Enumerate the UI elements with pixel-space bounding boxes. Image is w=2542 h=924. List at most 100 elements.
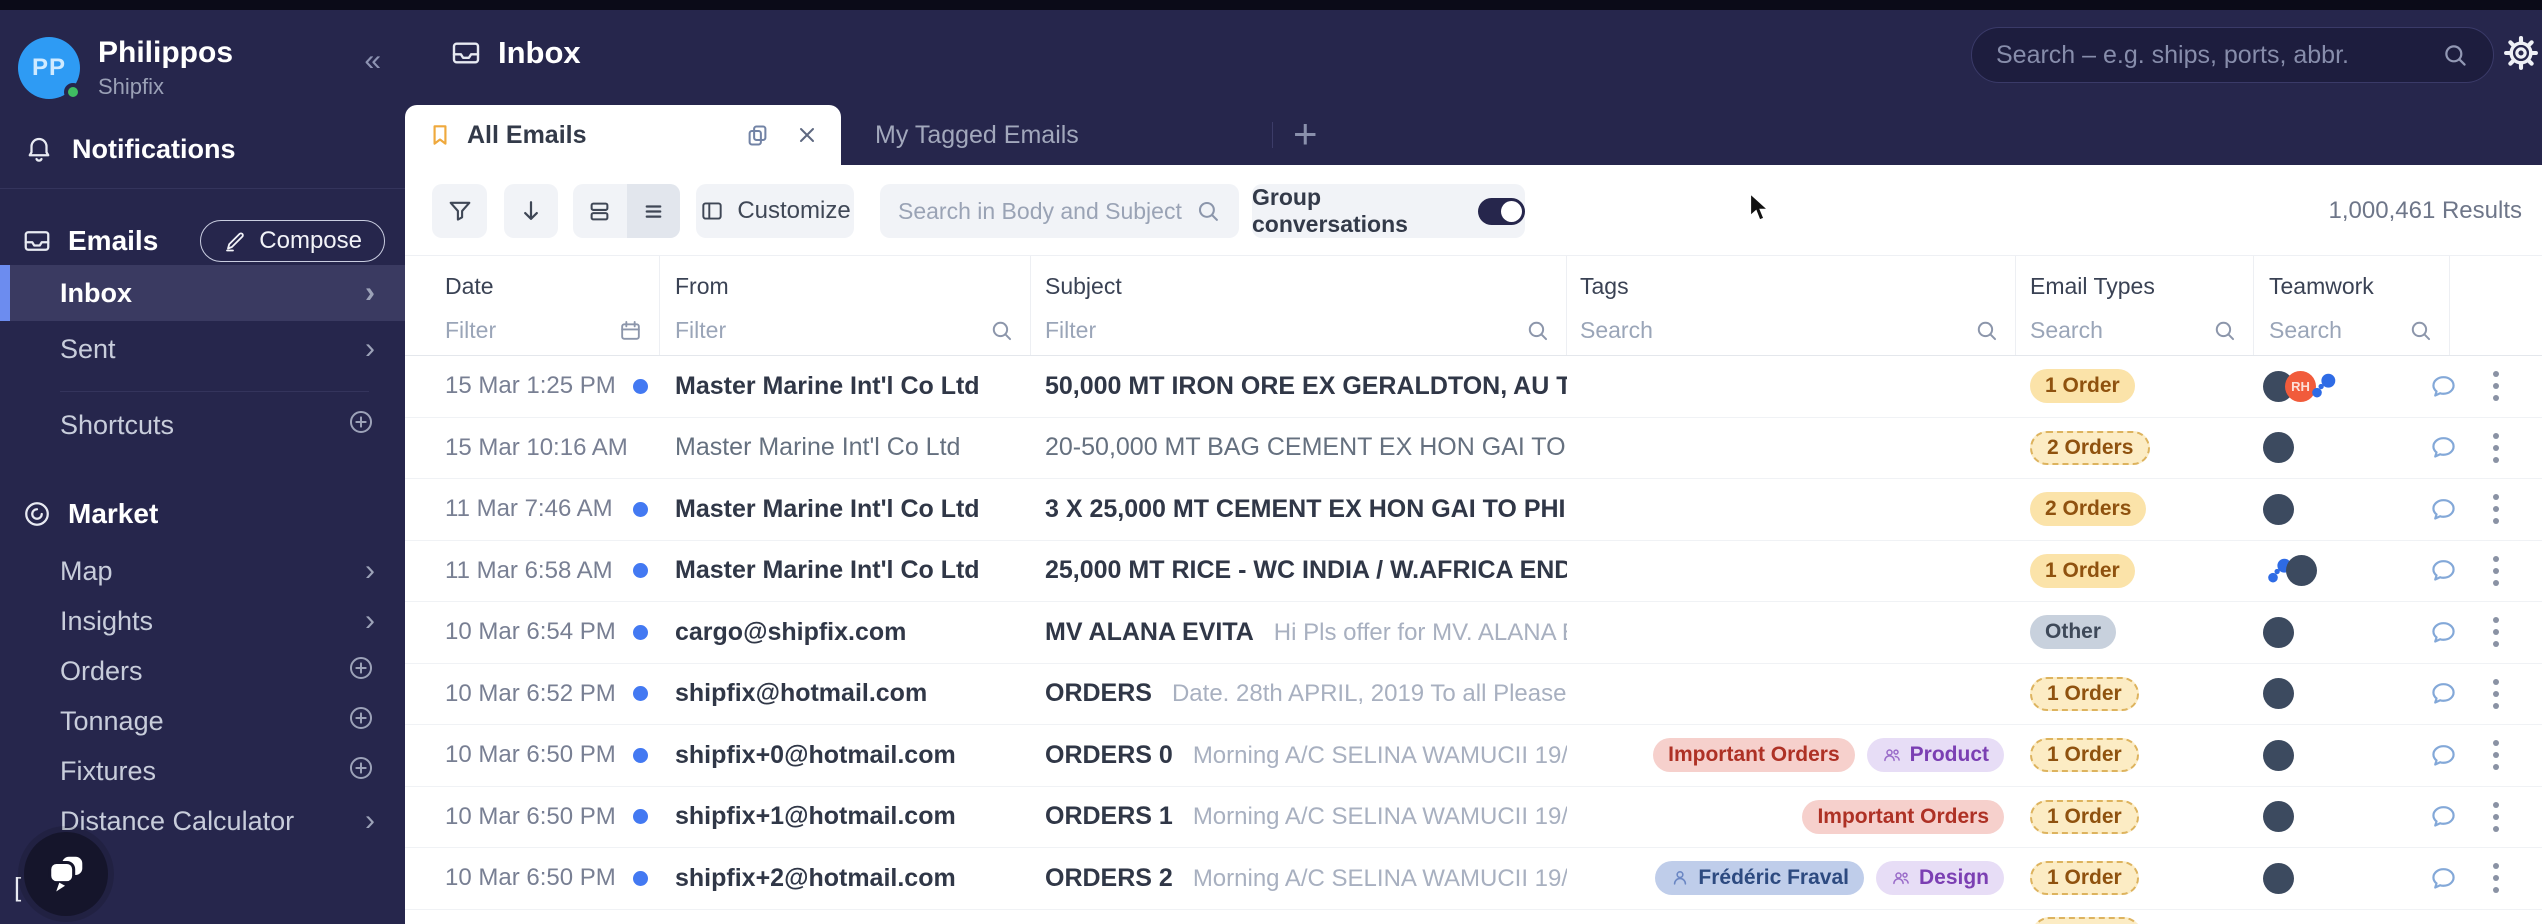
sidebar-item-shortcuts[interactable]: Shortcuts [0, 400, 405, 450]
tag-chip[interactable]: Important Orders [1802, 799, 2004, 834]
sidebar-item-notifications[interactable]: Notifications [0, 126, 405, 172]
tab-my-tagged-emails[interactable]: My Tagged Emails [875, 120, 1079, 149]
comment-bubble-button[interactable] [2428, 801, 2459, 832]
comment-bubble-button[interactable] [2428, 863, 2459, 894]
comment-bubble-button[interactable] [2428, 494, 2459, 525]
email-row[interactable]: 10 Mar 6:50 PM shipfix+0@hotmail.com ORD… [405, 725, 2542, 787]
plus-circle-icon[interactable] [347, 654, 375, 688]
global-search-input[interactable] [1996, 40, 2441, 70]
tag-chip[interactable]: Product [1866, 738, 2004, 773]
row-kebab-menu[interactable] [2483, 427, 2509, 469]
sidebar-item-map[interactable]: Map › [60, 554, 375, 587]
row-kebab-menu[interactable] [2483, 488, 2509, 530]
sidebar-item-distance-calculator[interactable]: Distance Calculator › [60, 804, 375, 837]
row-kebab-menu[interactable] [2483, 857, 2509, 899]
email-type-chip[interactable]: 2 Orders [2030, 492, 2147, 527]
row-kebab-menu[interactable] [2483, 673, 2509, 715]
email-type-chip[interactable]: 1 Order [2030, 861, 2139, 896]
email-type-chip[interactable]: 1 Order [2030, 676, 2139, 711]
filter-button[interactable] [432, 184, 487, 238]
column-header-teamwork[interactable]: Teamwork [2254, 256, 2450, 306]
email-row[interactable]: 11 Mar 6:58 AM Master Marine Int'l Co Lt… [405, 541, 2542, 602]
row-kebab-menu[interactable] [2483, 734, 2509, 776]
tag-chip[interactable]: Design [1875, 861, 2004, 896]
teamwork-avatar[interactable] [2263, 493, 2294, 525]
global-search[interactable] [1971, 27, 2494, 83]
email-row[interactable]: 11 Mar 7:46 AM Master Marine Int'l Co Lt… [405, 479, 2542, 541]
column-header-from[interactable]: From [660, 256, 1031, 306]
date-filter-input[interactable] [445, 317, 618, 344]
plus-circle-icon[interactable] [347, 704, 375, 738]
close-tab-icon[interactable] [795, 123, 819, 147]
group-conversations-toggle[interactable] [1478, 197, 1525, 225]
comment-bubble-button[interactable] [2428, 432, 2459, 463]
chat-widget-launcher[interactable] [24, 832, 108, 916]
tag-chip[interactable]: Frédéric Fraval [1655, 861, 1864, 896]
sidebar-item-fixtures[interactable]: Fixtures [0, 746, 405, 796]
settings-gear-button[interactable] [2502, 34, 2540, 72]
plus-circle-icon[interactable] [347, 408, 375, 442]
column-header-date[interactable]: Date [405, 256, 660, 306]
email-types-search-input[interactable] [2030, 317, 2212, 344]
sidebar-item-tonnage[interactable]: Tonnage [0, 696, 405, 746]
email-row[interactable]: 15 Mar 1:25 PM Master Marine Int'l Co Lt… [405, 356, 2542, 418]
email-row[interactable]: 10 Mar 6:54 PM cargo@shipfix.com MV ALAN… [405, 602, 2542, 664]
sidebar-item-sent[interactable]: Sent › [60, 332, 375, 365]
comment-bubble-button[interactable] [2428, 371, 2459, 402]
teamwork-avatar[interactable] [2263, 616, 2294, 648]
email-row[interactable]: 15 Mar 10:16 AM Master Marine Int'l Co L… [405, 418, 2542, 479]
comment-bubble-button[interactable] [2428, 740, 2459, 771]
column-header-tags[interactable]: Tags [1567, 256, 2016, 306]
row-kebab-menu[interactable] [2483, 365, 2509, 407]
teamwork-avatar[interactable] [2263, 739, 2294, 771]
from-filter-input[interactable] [675, 317, 989, 344]
sort-button[interactable] [504, 184, 558, 238]
teamwork-avatar[interactable] [2263, 801, 2294, 833]
teamwork-avatar[interactable] [2263, 862, 2294, 894]
sidebar-item-orders[interactable]: Orders [0, 646, 405, 696]
tag-chip[interactable]: Important Orders [1653, 738, 1855, 773]
tab-all-emails[interactable]: All Emails [405, 105, 841, 165]
teamwork-avatar[interactable] [2263, 432, 2294, 464]
body-subject-search[interactable] [880, 184, 1239, 238]
email-type-chip-partial[interactable]: 1 Order [2032, 917, 2141, 924]
body-subject-search-input[interactable] [898, 197, 1195, 225]
email-type-chip[interactable]: 1 Order [2030, 738, 2139, 773]
avatar[interactable]: PP [18, 37, 82, 101]
email-type-chip[interactable]: 1 Order [2030, 369, 2135, 404]
plus-circle-icon[interactable] [347, 754, 375, 788]
customize-button[interactable]: Customize [696, 184, 854, 238]
email-type-chip[interactable]: 1 Order [2030, 553, 2135, 588]
comment-bubble-button[interactable] [2428, 617, 2459, 648]
email-type-chip[interactable]: 2 Orders [2030, 430, 2151, 465]
sidebar-item-insights[interactable]: Insights › [60, 604, 375, 637]
email-type-chip[interactable]: Other [2030, 615, 2117, 650]
row-kebab-menu[interactable] [2483, 611, 2509, 653]
email-rows: 15 Mar 1:25 PM Master Marine Int'l Co Lt… [405, 356, 2542, 910]
collapse-sidebar-icon[interactable]: « [364, 44, 381, 77]
compose-button[interactable]: Compose [200, 220, 385, 262]
teamwork-avatar[interactable] [2263, 678, 2294, 710]
comment-bubble-button[interactable] [2428, 555, 2459, 586]
row-kebab-menu[interactable] [2483, 550, 2509, 592]
email-row[interactable]: 10 Mar 6:50 PM shipfix+2@hotmail.com ORD… [405, 848, 2542, 910]
teamwork-search-input[interactable] [2269, 317, 2408, 344]
add-tab-button[interactable]: + [1293, 110, 1318, 157]
teamwork-avatar[interactable] [2286, 555, 2317, 587]
comment-bubble-icon [2428, 678, 2459, 709]
column-header-email-types[interactable]: Email Types [2016, 256, 2254, 306]
subject-filter-input[interactable] [1045, 317, 1525, 344]
sidebar-item-inbox[interactable]: Inbox › [0, 265, 405, 321]
list-view-button[interactable] [626, 184, 680, 238]
card-view-button[interactable] [573, 184, 627, 238]
teamwork-avatar-rh[interactable]: RH [2285, 370, 2316, 402]
email-row[interactable]: 10 Mar 6:52 PM shipfix@hotmail.com ORDER… [405, 664, 2542, 725]
column-header-subject[interactable]: Subject [1031, 256, 1567, 306]
comment-bubble-button[interactable] [2428, 678, 2459, 709]
email-type-chip[interactable]: 1 Order [2030, 799, 2139, 834]
tags-search-input[interactable] [1580, 317, 1974, 344]
email-row[interactable]: 10 Mar 6:50 PM shipfix+1@hotmail.com ORD… [405, 787, 2542, 848]
row-kebab-menu[interactable] [2483, 796, 2509, 838]
calendar-icon[interactable] [618, 318, 643, 343]
duplicate-tab-icon[interactable] [744, 122, 771, 149]
